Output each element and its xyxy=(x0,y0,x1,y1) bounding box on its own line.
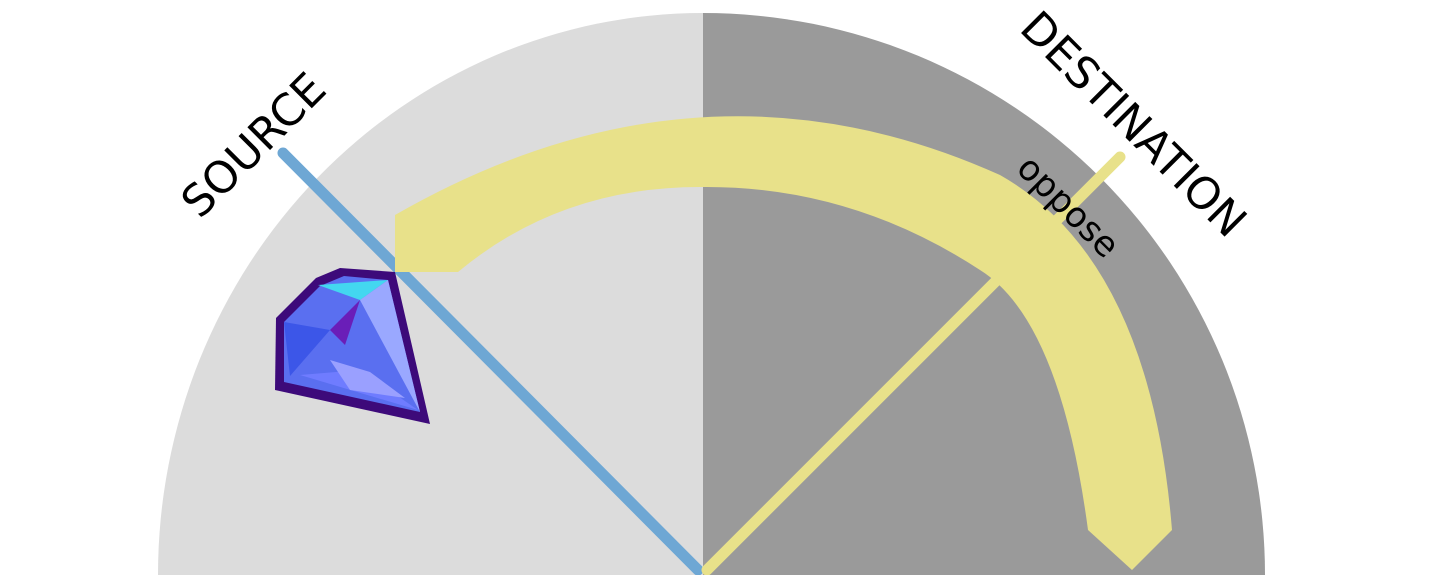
arc-band[interactable] xyxy=(395,116,1172,570)
gem-icon[interactable] xyxy=(275,268,430,424)
source-line[interactable] xyxy=(277,147,704,575)
